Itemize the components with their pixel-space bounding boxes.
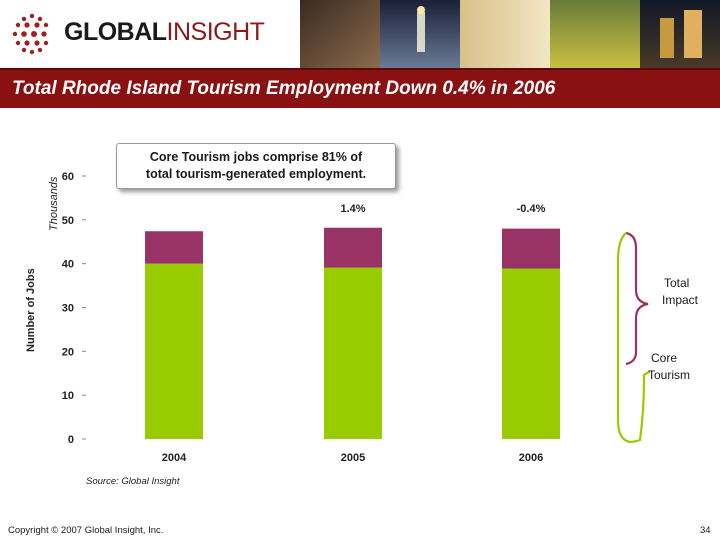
y-tick-label: 40: [62, 259, 74, 271]
callout-line2: total tourism-generated employment.: [145, 167, 367, 181]
callout-line1: Core Tourism jobs comprise 81% of: [149, 150, 363, 164]
logo-wordmark: GLOBALINSIGHT: [64, 18, 265, 47]
x-category-label: 2004: [162, 452, 187, 464]
core-tourism-label-line2: Tourism: [648, 368, 690, 382]
header: GLOBALINSIGHT: [0, 0, 720, 68]
total-impact-bracket: [625, 231, 649, 366]
bar-total-impact-2004: [145, 231, 203, 264]
core-tourism-bracket: [616, 232, 651, 444]
globe-dots-logo-icon: [12, 13, 49, 55]
bar-core-tourism-2005: [324, 267, 382, 439]
title-bar: Total Rhode Island Tourism Employment Do…: [0, 68, 720, 108]
growth-annotation: -0.4%: [517, 203, 546, 215]
total-impact-label-line2: Impact: [662, 293, 699, 307]
bar-total-impact-2006: [502, 228, 560, 269]
bar-total-impact-2005: [324, 227, 382, 268]
header-photo-strip: [300, 0, 720, 68]
core-tourism-label-line1: Core: [651, 351, 677, 365]
page-number: 34: [700, 525, 711, 536]
y-tick-label: 10: [62, 390, 74, 402]
insight-callout: Core Tourism jobs comprise 81% of total …: [116, 143, 396, 189]
y-tick-label: 0: [68, 434, 74, 446]
bars: [145, 227, 560, 439]
slide-title: Total Rhode Island Tourism Employment Do…: [12, 78, 556, 99]
y-tick-label: 30: [62, 303, 74, 315]
y-axis: 0 10 20 30 40 50 60: [62, 171, 86, 446]
total-impact-label-line1: Total: [664, 276, 689, 290]
source-note: Source: Global Insight: [86, 476, 180, 487]
growth-annotation: 1.4%: [340, 203, 365, 215]
y-tick-label: 20: [62, 346, 74, 358]
x-category-label: 2005: [341, 452, 365, 464]
logo-part-insight: INSIGHT: [166, 18, 265, 46]
y-tick-label: 60: [62, 171, 74, 183]
y-axis-unit: Thousands: [48, 176, 60, 231]
chart-labels: 2004 2005 2006 1.4% -0.4%: [162, 203, 546, 464]
bar-core-tourism-2004: [145, 263, 203, 439]
logo-part-global: GLOBAL: [64, 18, 167, 46]
y-tick-label: 50: [62, 215, 74, 227]
bar-core-tourism-2006: [502, 268, 560, 439]
x-category-label: 2006: [519, 452, 543, 464]
copyright-footer: Copyright © 2007 Global Insight, Inc.: [8, 525, 164, 536]
y-axis-label: Number of Jobs: [25, 268, 37, 352]
